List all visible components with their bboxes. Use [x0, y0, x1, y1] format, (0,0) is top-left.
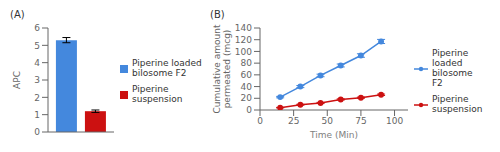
svg-text:0: 0	[246, 105, 252, 115]
html-text:Piperine suspension: Piperine suspension	[432, 93, 483, 114]
svg-text:25: 25	[288, 116, 299, 126]
svg-text:100: 100	[235, 47, 252, 57]
svg-text:50: 50	[322, 116, 334, 126]
svg-text:3: 3	[34, 75, 40, 85]
svg-text:4: 4	[34, 58, 40, 68]
svg-text:20: 20	[241, 93, 253, 103]
svg-text:40: 40	[241, 82, 253, 92]
svg-text:1: 1	[34, 110, 40, 120]
svg-text:APC: APC	[12, 71, 22, 89]
svg-text:Time (Min): Time (Min)	[309, 130, 358, 140]
svg-text:60: 60	[241, 70, 253, 80]
svg-text:75: 75	[355, 116, 366, 126]
svg-text:140: 140	[235, 23, 252, 33]
svg-text:0: 0	[257, 116, 263, 126]
html-text:Piperine suspension: Piperine suspension	[132, 84, 183, 104]
html-text:(A): (A)	[10, 9, 25, 20]
svg-text:Cumulative amountpermeated (mc: Cumulative amountpermeated (mcg)	[212, 24, 232, 113]
svg-text:80: 80	[241, 58, 253, 68]
svg-text:5: 5	[34, 41, 40, 51]
html-text:(B): (B)	[210, 9, 225, 20]
svg-text:100: 100	[386, 116, 403, 126]
svg-text:0: 0	[34, 127, 40, 137]
svg-text:6: 6	[34, 23, 40, 33]
html-text:Piperine loaded bilosome F2: Piperine loaded bilosome F2	[431, 48, 473, 88]
html-text:Piperine loaded bilosome F2: Piperine loaded bilosome F2	[132, 58, 202, 79]
svg-text:2: 2	[34, 93, 40, 103]
svg-text:120: 120	[235, 35, 252, 45]
